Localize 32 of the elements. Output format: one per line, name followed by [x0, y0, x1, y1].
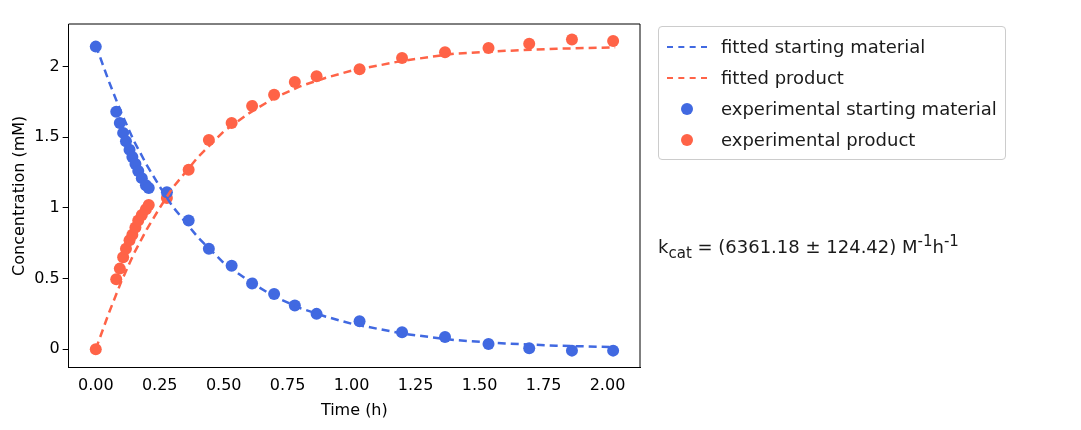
- point: [142, 198, 155, 211]
- point: [113, 262, 126, 275]
- point: [246, 100, 259, 113]
- point: [288, 75, 301, 88]
- y-tick-label: 1: [49, 196, 60, 216]
- y-tick-label: 0.5: [34, 267, 60, 287]
- x-tick-label: 1.50: [461, 375, 498, 395]
- point: [565, 344, 578, 357]
- y-tick-label: 1.5: [34, 126, 60, 146]
- y-tick-label: 0: [49, 338, 60, 358]
- legend-label: experimental product: [721, 129, 916, 150]
- point: [523, 37, 536, 50]
- point: [565, 33, 578, 46]
- x-tick-label: 2.00: [589, 375, 626, 395]
- legend-label: experimental starting material: [721, 98, 997, 119]
- x-axis-title: Time (h): [319, 399, 388, 419]
- x-tick-label: 1.75: [525, 375, 562, 395]
- point: [396, 51, 409, 64]
- x-tick-label: 0.00: [77, 375, 114, 395]
- point: [110, 273, 123, 286]
- legend-label: fitted starting material: [721, 36, 926, 57]
- text: k$_{cat}$ = (6361.18 ± 124.42) M$^{-1}$h$^{-1}$: [658, 232, 960, 262]
- x-tick-label: 1.00: [333, 375, 370, 395]
- x-tick-label: 0.50: [205, 375, 242, 395]
- y-axis-title: Concentration (mM): [8, 115, 28, 276]
- point: [607, 344, 620, 357]
- legend-label: fitted product: [721, 67, 844, 88]
- x-tick-label: 0.25: [141, 375, 178, 395]
- y-tick-label: 2: [49, 55, 60, 75]
- point: [607, 34, 620, 47]
- x-tick-label: 1.25: [397, 375, 434, 395]
- x-tick-label: 0.75: [269, 375, 306, 395]
